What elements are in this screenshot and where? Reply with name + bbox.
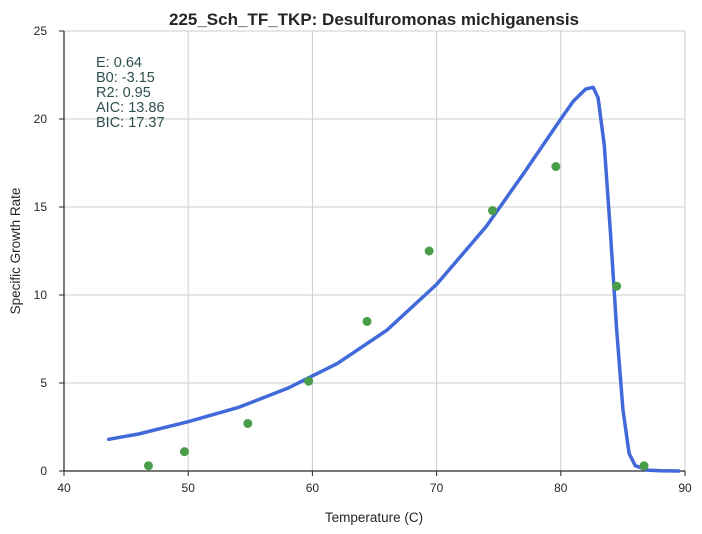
data-point (639, 461, 649, 471)
y-tick-label: 15 (34, 200, 48, 214)
x-tick-label: 60 (306, 481, 320, 495)
y-axis-label: Specific Growth Rate (8, 188, 23, 315)
fit-stat-line: B0: -3.15 (96, 70, 155, 86)
fit-stat-line: BIC: 17.37 (96, 115, 165, 131)
tick-labels: 40 50 60 70 80 90 0 5 10 15 20 25 (34, 24, 692, 495)
x-tick-label: 50 (182, 481, 196, 495)
series (106, 85, 681, 473)
grid (64, 30, 686, 471)
data-point (304, 376, 314, 386)
x-tick-label: 70 (430, 481, 444, 495)
data-point (362, 316, 372, 326)
axes (59, 30, 686, 476)
data-point (243, 418, 253, 428)
fit-stat-line: R2: 0.95 (96, 85, 151, 101)
data-point (551, 162, 561, 172)
y-tick-label: 20 (34, 112, 48, 126)
data-point (179, 447, 189, 457)
data-point (612, 281, 622, 291)
y-tick-label: 0 (40, 464, 47, 478)
x-tick-label: 90 (678, 481, 692, 495)
x-tick-label: 80 (554, 481, 568, 495)
data-point (487, 206, 497, 216)
fit-stat-line: AIC: 13.86 (96, 100, 165, 116)
fit-stat-line: E: 0.64 (96, 55, 142, 71)
y-tick-label: 5 (40, 376, 47, 390)
chart-title: 225_Sch_TF_TKP: Desulfuromonas michigane… (169, 10, 579, 29)
x-tick-label: 40 (57, 481, 71, 495)
y-tick-label: 25 (34, 24, 48, 38)
data-point (143, 461, 153, 471)
data-point (424, 246, 434, 256)
y-tick-label: 10 (34, 288, 48, 302)
x-axis-label: Temperature (C) (325, 510, 423, 525)
fit-curve (106, 85, 681, 473)
